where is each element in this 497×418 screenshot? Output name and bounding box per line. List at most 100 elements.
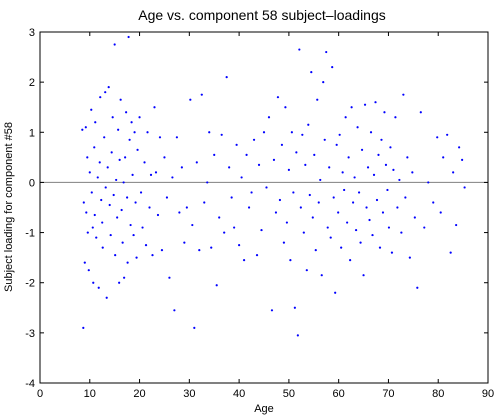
- data-point-2: [83, 261, 86, 264]
- data-point-192: [383, 111, 386, 114]
- data-point-94: [208, 131, 211, 134]
- data-point-179: [363, 103, 367, 106]
- data-point-66: [144, 244, 148, 247]
- data-point-111: [250, 191, 253, 194]
- data-point-73: [156, 213, 160, 217]
- data-point-52: [127, 35, 130, 39]
- data-point-95: [210, 246, 213, 249]
- data-point-50: [126, 196, 129, 199]
- data-point-5: [86, 156, 89, 159]
- data-point-3: [82, 326, 85, 329]
- data-point-75: [160, 249, 164, 252]
- data-point-14: [93, 146, 96, 149]
- data-point-55: [130, 121, 133, 124]
- data-point-89: [195, 161, 198, 164]
- data-point-136: [299, 206, 302, 209]
- data-point-160: [335, 143, 338, 146]
- data-point-144: [311, 216, 314, 219]
- data-point-48: [124, 156, 127, 159]
- data-point-222: [461, 158, 464, 161]
- data-point-177: [360, 148, 364, 151]
- data-point-154: [326, 226, 329, 229]
- data-point-90: [198, 249, 201, 252]
- plot-frame: [39, 31, 489, 384]
- data-point-96: [213, 153, 216, 156]
- data-point-101: [225, 76, 228, 79]
- data-point-81: [175, 136, 178, 139]
- data-point-139: [304, 163, 307, 166]
- data-point-7: [86, 231, 89, 234]
- data-point-165: [343, 188, 346, 192]
- data-point-4: [84, 126, 87, 129]
- data-point-84: [183, 241, 186, 244]
- data-point-30: [107, 86, 110, 89]
- data-point-175: [357, 191, 361, 194]
- data-point-83: [180, 166, 183, 169]
- data-point-125: [282, 241, 286, 244]
- x-tick-label: 0: [37, 388, 43, 400]
- data-point-183: [369, 131, 373, 134]
- data-point-199: [394, 116, 397, 119]
- data-point-220: [455, 223, 458, 227]
- data-point-207: [411, 171, 414, 174]
- data-point-127: [285, 221, 288, 224]
- data-point-137: [301, 133, 304, 136]
- data-point-74: [158, 136, 162, 139]
- data-point-21: [99, 96, 102, 99]
- data-point-198: [392, 168, 395, 171]
- data-point-91: [200, 93, 203, 96]
- data-point-143: [310, 71, 313, 74]
- y-tick-label: 0: [29, 177, 35, 189]
- data-point-170: [350, 106, 353, 109]
- data-point-216: [442, 156, 445, 159]
- data-point-172: [353, 176, 356, 179]
- y-tick-label: 2: [29, 77, 35, 89]
- data-point-208: [413, 216, 416, 219]
- data-point-115: [260, 228, 263, 232]
- data-point-121: [274, 211, 278, 214]
- data-point-98: [218, 216, 221, 219]
- data-point-102: [228, 166, 231, 169]
- x-tick-label: 20: [133, 388, 145, 400]
- data-point-6: [85, 211, 88, 214]
- x-tick-label: 50: [283, 388, 295, 400]
- data-point-209: [416, 286, 419, 289]
- data-points: [81, 35, 466, 337]
- data-point-93: [206, 181, 209, 184]
- data-point-153: [325, 50, 328, 54]
- data-point-71: [153, 106, 156, 109]
- data-point-110: [247, 206, 251, 209]
- data-point-155: [328, 166, 331, 169]
- data-point-56: [131, 173, 134, 177]
- data-point-126: [284, 106, 287, 109]
- data-point-122: [276, 96, 280, 99]
- data-point-39: [116, 216, 119, 219]
- data-point-151: [322, 81, 325, 84]
- data-point-51: [126, 261, 129, 264]
- data-point-34: [111, 116, 114, 119]
- data-point-12: [91, 226, 94, 229]
- data-point-200: [396, 206, 399, 209]
- data-point-149: [319, 178, 322, 182]
- data-point-87: [191, 223, 194, 227]
- data-point-184: [371, 233, 374, 237]
- data-point-77: [165, 196, 169, 199]
- plot-area: [40, 32, 488, 383]
- data-point-202: [400, 231, 403, 234]
- y-tick-label: -1: [25, 228, 35, 240]
- y-axis-label: Subject loading for component #58: [3, 122, 15, 292]
- data-point-117: [265, 186, 268, 189]
- data-point-36: [113, 43, 116, 46]
- data-point-114: [257, 163, 261, 166]
- x-tick-label: 90: [482, 388, 494, 400]
- data-point-223: [463, 186, 466, 189]
- data-point-213: [432, 201, 435, 204]
- data-point-58: [133, 131, 136, 134]
- data-point-203: [402, 93, 405, 96]
- axis-ticks: 0 10 20 30 40 50 60 70 80 90 -4 -3 -2 -1 0 1 2 3: [25, 27, 494, 400]
- y-tick-label: -3: [25, 328, 35, 340]
- data-point-28: [105, 296, 108, 299]
- data-point-180: [365, 206, 368, 209]
- x-tick-label: 40: [233, 388, 245, 400]
- x-tick-label: 10: [84, 388, 96, 400]
